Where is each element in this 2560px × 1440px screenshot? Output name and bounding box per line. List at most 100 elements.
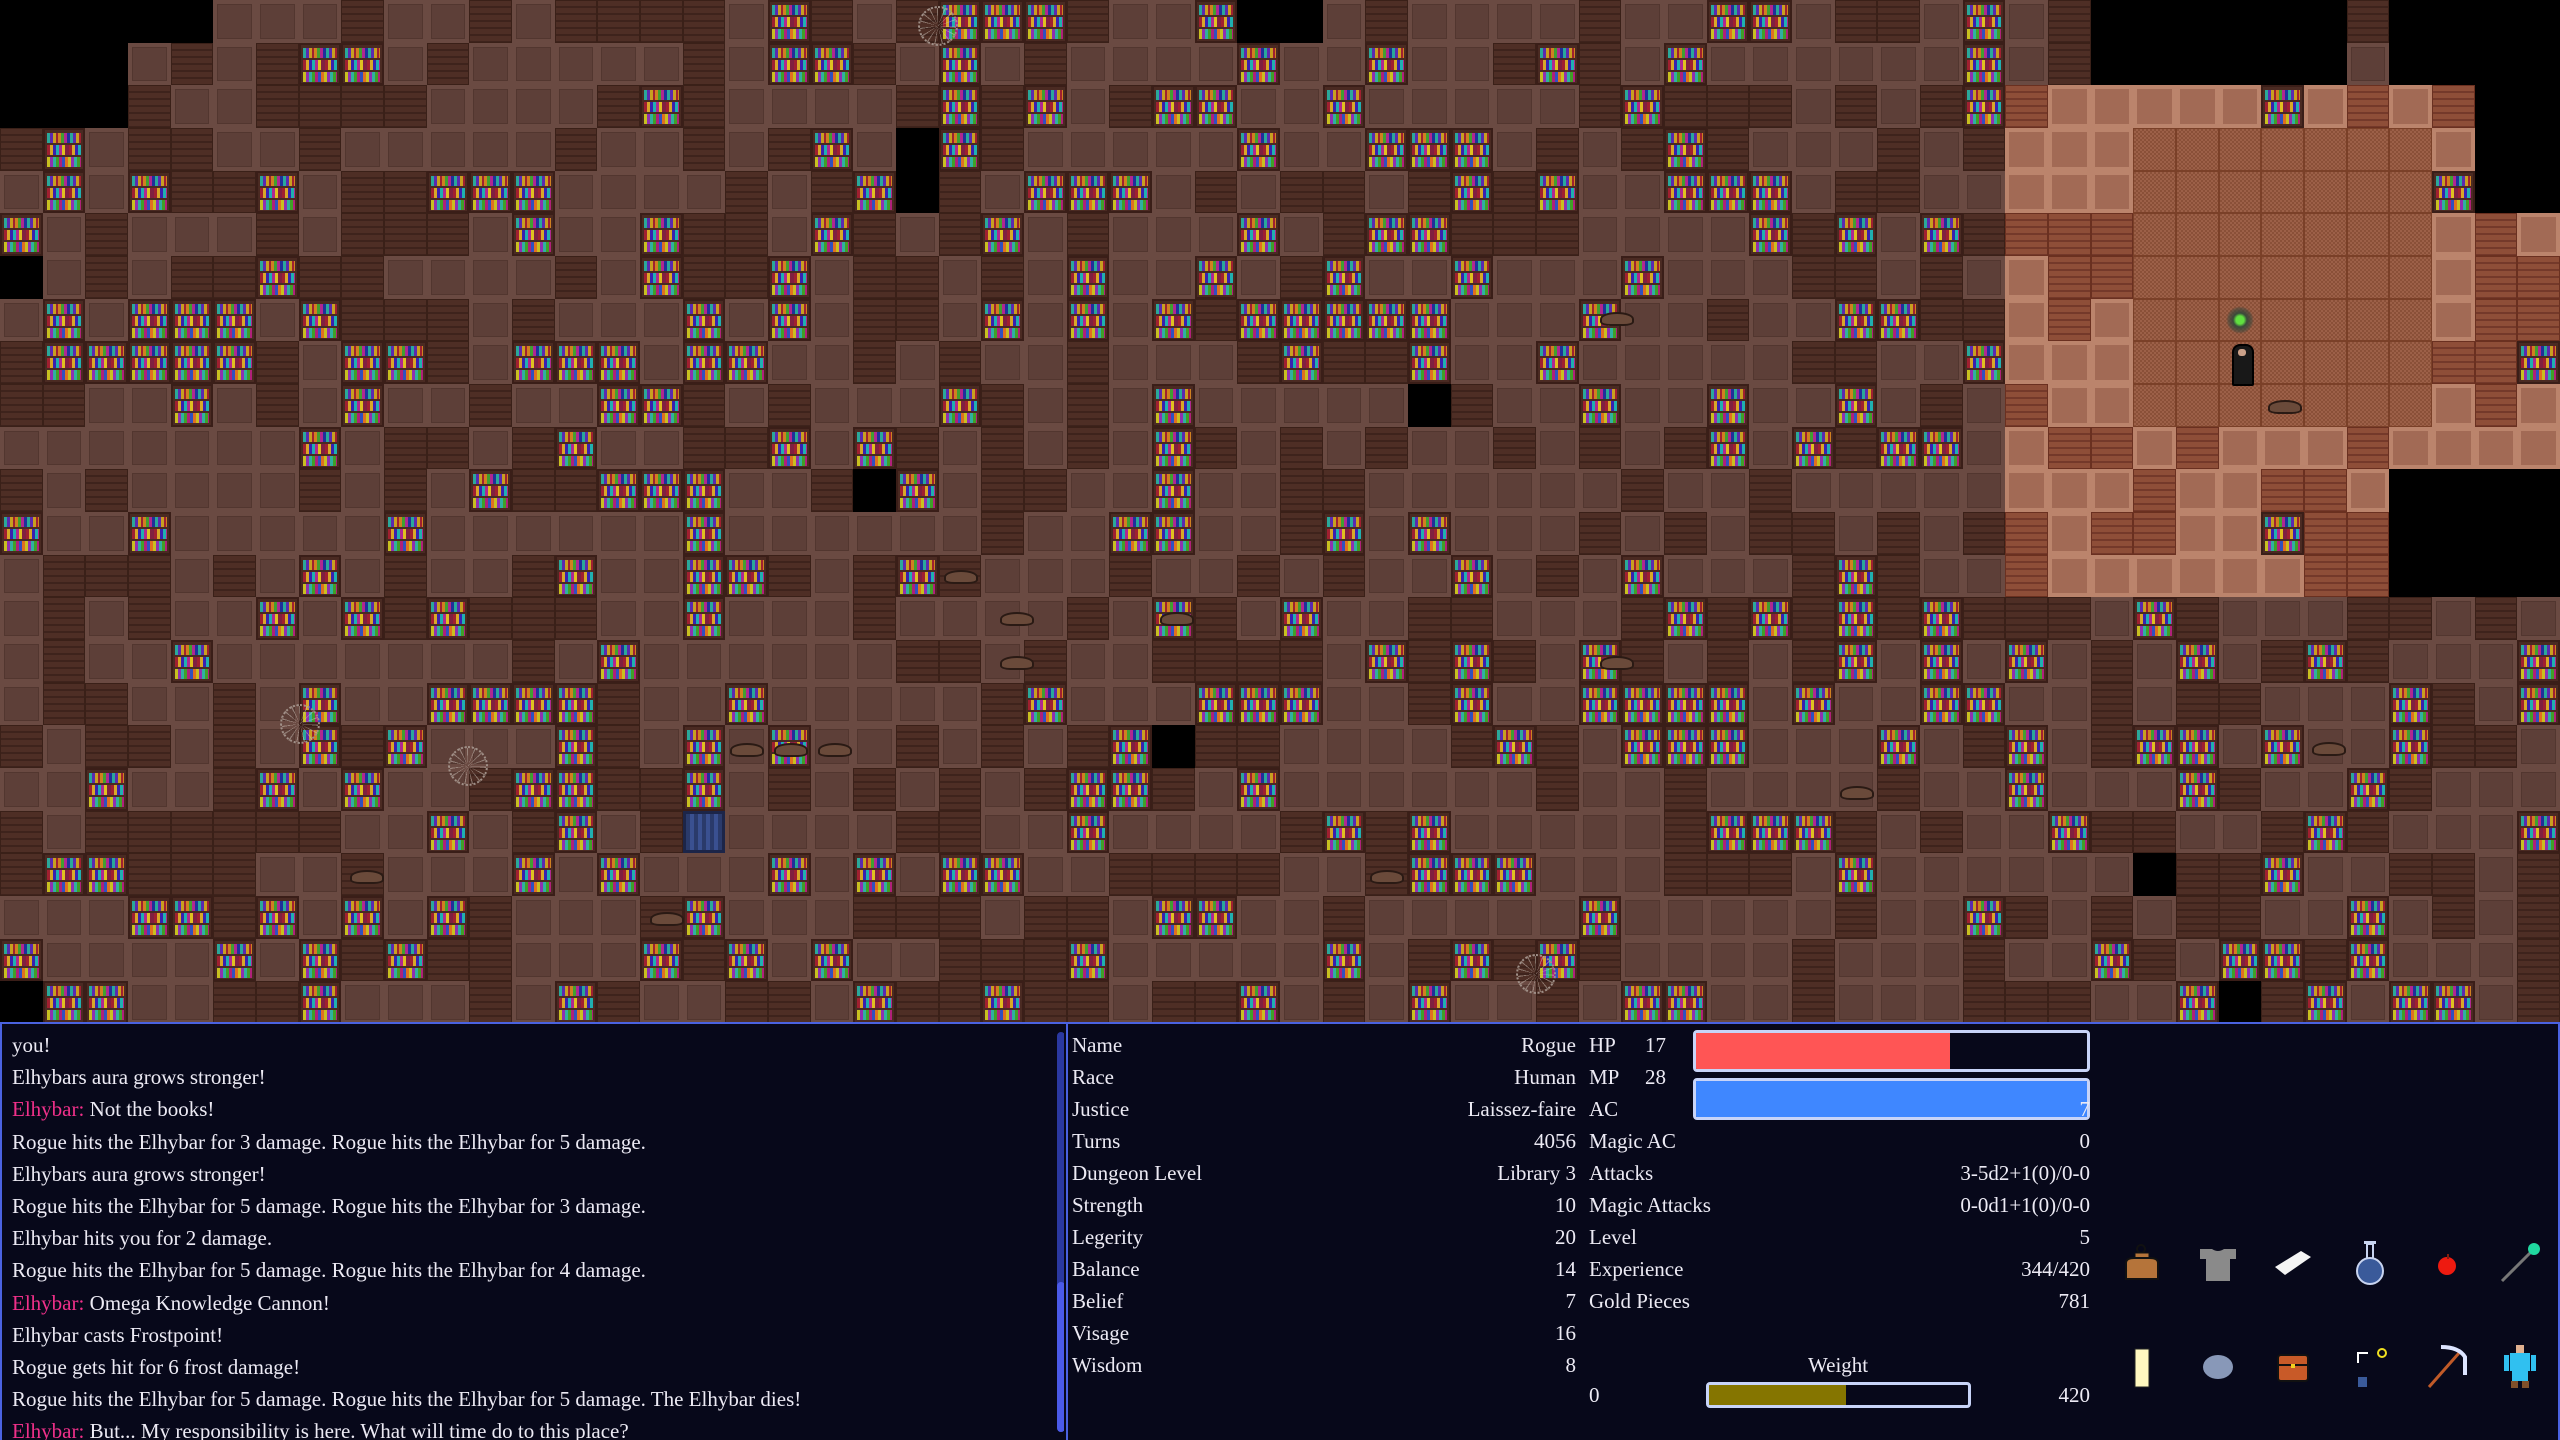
creature-icon[interactable] <box>350 870 384 884</box>
creature-icon[interactable] <box>2268 400 2302 414</box>
creature-icon[interactable] <box>1600 656 1634 670</box>
bookshelf-tile <box>1962 85 2006 128</box>
combat-value: 5 <box>2079 1225 2091 1249</box>
bookshelf-tile <box>554 810 598 854</box>
floor-tile <box>682 170 726 214</box>
wall-tile <box>170 128 214 171</box>
bookshelf-tile <box>682 341 726 384</box>
void-tile <box>0 981 43 1022</box>
floor-tile <box>426 0 470 43</box>
wall-tile <box>1664 512 1707 555</box>
creature-icon[interactable] <box>650 912 684 926</box>
void-tile <box>2432 554 2475 598</box>
creature-icon[interactable] <box>1370 870 1404 884</box>
floor-tile <box>1706 896 1750 939</box>
creature-icon[interactable] <box>1840 786 1874 800</box>
floor-tile <box>853 512 896 555</box>
player-character[interactable] <box>2232 344 2254 386</box>
floor-tile <box>1365 768 1408 811</box>
floor-tile <box>2005 810 2048 854</box>
creature-icon[interactable] <box>1000 656 1034 670</box>
wall-tile <box>341 938 384 982</box>
bookshelf-tile <box>640 469 683 512</box>
log-line: Elhybar: Not the books! <box>12 1097 214 1121</box>
creature-icon[interactable] <box>1000 612 1034 626</box>
magic-wand-icon[interactable] <box>2498 1241 2542 1285</box>
floor-tile <box>1280 853 1323 896</box>
floor-tile <box>2048 682 2091 726</box>
apple-icon[interactable] <box>2425 1241 2469 1285</box>
boomerang-ring-bottle-icon[interactable] <box>2348 1345 2392 1389</box>
creature-icon[interactable] <box>818 743 852 757</box>
dungeon-map[interactable] <box>0 0 2560 1022</box>
wall-tile <box>426 213 470 256</box>
bookshelf-tile <box>85 853 128 896</box>
floor-tile <box>2517 213 2560 256</box>
log-line: Elhybar: Omega Knowledge Cannon! <box>12 1291 330 1315</box>
creature-icon[interactable] <box>1160 612 1194 626</box>
wall-tile <box>1109 85 1152 128</box>
bookshelf-tile <box>896 554 939 598</box>
floor-tile <box>1109 682 1152 726</box>
creature-icon[interactable] <box>1600 312 1634 326</box>
potion-flask-icon[interactable] <box>2348 1241 2392 1285</box>
creature-icon[interactable] <box>2312 742 2346 756</box>
wall-tile <box>1322 469 1366 512</box>
scroll-icon[interactable] <box>2271 1241 2315 1285</box>
floor-tile <box>1066 682 1110 726</box>
stat-value: Laissez-faire <box>1467 1097 1576 1121</box>
floor-tile <box>1664 640 1707 683</box>
creature-icon[interactable] <box>730 743 764 757</box>
floor-tile <box>1621 938 1664 982</box>
wall-tile <box>170 170 214 214</box>
floor-tile <box>2005 128 2048 171</box>
floor-tile <box>1792 853 1835 896</box>
floor-tile <box>2005 298 2048 342</box>
log-scrollbar[interactable] <box>1057 1032 1064 1432</box>
floor-tile <box>1877 384 1920 427</box>
creature-icon[interactable] <box>774 743 808 757</box>
wall-tile <box>42 384 86 427</box>
wall-tile <box>1152 981 1195 1022</box>
wall-tile <box>1280 512 1323 555</box>
floor-tile <box>1109 426 1152 470</box>
bookshelf-tile <box>2517 682 2560 726</box>
floor-tile <box>2474 938 2518 982</box>
floor-tile <box>1280 768 1323 811</box>
wall-tile <box>1578 938 1622 982</box>
floor-tile <box>554 384 598 427</box>
floor-tile <box>1280 725 1323 768</box>
stone-icon[interactable] <box>2196 1345 2240 1389</box>
void-tile <box>2474 512 2518 555</box>
chain-mail-icon[interactable] <box>2196 1241 2240 1285</box>
floor-tile <box>640 298 683 342</box>
character-doll-icon[interactable] <box>2498 1345 2542 1389</box>
green-orb-icon[interactable] <box>2226 306 2254 334</box>
bookshelf-tile <box>1621 85 1664 128</box>
floor-tile <box>810 810 854 854</box>
floor-tile <box>1109 384 1152 427</box>
wall-tile <box>2005 85 2048 128</box>
floor-tile <box>85 938 128 982</box>
floor-tile <box>640 426 683 470</box>
creature-icon[interactable] <box>944 570 978 584</box>
floor-tile <box>1194 512 1238 555</box>
wall-tile <box>768 128 811 171</box>
sack-icon[interactable] <box>2120 1241 2164 1285</box>
floor-tile <box>1365 896 1408 939</box>
floor-tile <box>1322 384 1366 427</box>
floor-tile <box>1066 640 1110 683</box>
treasure-chest-icon[interactable] <box>2271 1345 2315 1389</box>
bottom-panel: you! Elhybars aura grows stronger! Elhyb… <box>0 1022 2560 1440</box>
wall-tile <box>2218 768 2262 811</box>
carpet-tile <box>2133 298 2176 342</box>
floor-tile <box>2389 810 2432 854</box>
log-scrollbar-thumb[interactable] <box>1057 1282 1064 1432</box>
void-tile <box>170 0 214 43</box>
void-tile <box>42 0 86 43</box>
floor-tile <box>1450 426 1494 470</box>
pickaxe-icon[interactable] <box>2425 1345 2469 1389</box>
bookshelf-tile <box>512 341 555 384</box>
candle-icon[interactable] <box>2120 1345 2164 1389</box>
wall-tile <box>2261 810 2304 854</box>
